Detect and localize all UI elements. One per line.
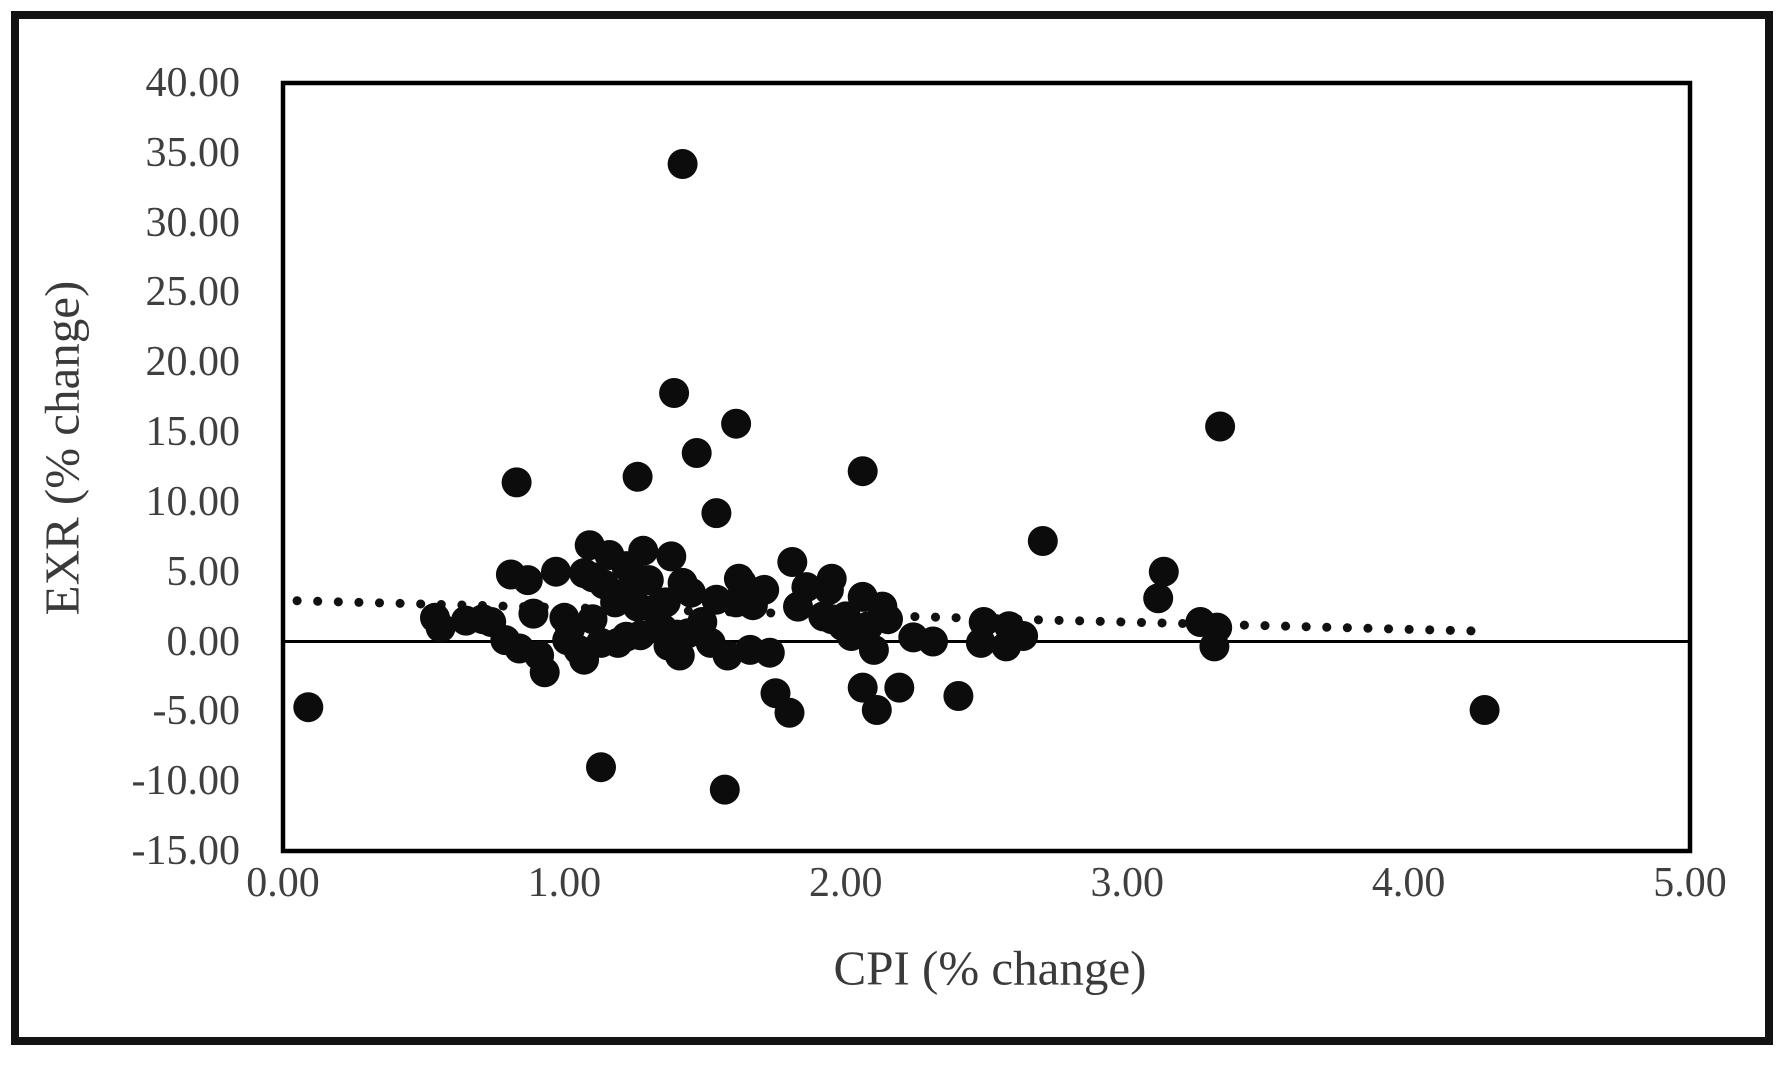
- scatter-point: [858, 634, 889, 665]
- y-tick-label: 15.00: [145, 409, 241, 456]
- y-tick-label: 30.00: [145, 199, 241, 246]
- y-tick-label: -5.00: [152, 688, 241, 735]
- scatter-point: [774, 697, 805, 728]
- y-axis-title: EXR (% change): [34, 280, 90, 616]
- scatter-point: [667, 149, 698, 179]
- scatter-point: [861, 695, 892, 725]
- scatter-point: [1205, 411, 1236, 442]
- scatter-point: [529, 657, 560, 688]
- x-tick-label: 4.00: [1371, 860, 1446, 906]
- y-tick-label: 35.00: [145, 129, 241, 176]
- scatter-point: [501, 467, 532, 498]
- scatter-point: [754, 637, 785, 668]
- y-tick-label: 25.00: [145, 269, 241, 316]
- scatter-point: [943, 681, 974, 711]
- scatter-point: [1202, 612, 1233, 643]
- scatter-point: [873, 604, 903, 635]
- x-tick-label: 5.00: [1653, 860, 1727, 906]
- trendline-dotted: [292, 596, 1487, 636]
- x-tick-label: 0.00: [246, 860, 320, 906]
- scatter-point: [1008, 621, 1039, 651]
- x-tick-label: 2.00: [809, 860, 883, 906]
- y-tick-label: -10.00: [131, 758, 241, 805]
- scatter-point: [659, 378, 690, 408]
- y-tick-label: 20.00: [145, 339, 241, 386]
- scatter-point: [709, 774, 740, 805]
- scatter-point: [847, 672, 878, 703]
- scatter-point: [512, 565, 543, 596]
- scatter-point: [701, 498, 732, 529]
- y-tick-label: 5.00: [166, 548, 241, 595]
- scatter-point: [625, 620, 656, 651]
- scatter-point: [293, 692, 324, 723]
- scatter-point: [847, 456, 878, 487]
- scatter-point: [726, 567, 757, 598]
- scatter-point: [791, 572, 822, 603]
- scatter-point: [681, 438, 712, 468]
- scatter-point: [622, 461, 653, 492]
- plot-frame: [280, 80, 1693, 854]
- scatter-point: [628, 535, 659, 566]
- scatter-point: [749, 574, 780, 605]
- scatter-point: [577, 604, 608, 635]
- x-axis-title: CPI (% change): [833, 940, 1147, 996]
- scatter-point: [518, 598, 549, 629]
- scatter-point: [541, 556, 571, 587]
- scatter-points: [293, 149, 1500, 805]
- scatter-point: [1027, 526, 1058, 556]
- scatter-point: [633, 565, 664, 596]
- scatter-point: [918, 626, 948, 657]
- scatter-point: [816, 563, 847, 594]
- scatter-point: [1148, 556, 1179, 587]
- scatter-point: [650, 587, 681, 618]
- figure-border: [11, 11, 1773, 1045]
- y-tick-label: 0.00: [166, 618, 241, 665]
- x-tick-label: 3.00: [1090, 860, 1164, 906]
- scatter-point: [425, 612, 456, 643]
- scatter-point: [777, 547, 808, 577]
- scatter-point: [968, 607, 999, 637]
- scatter-point: [721, 408, 752, 439]
- scatter-point: [656, 541, 687, 572]
- y-tick-label: 10.00: [145, 478, 241, 525]
- scatter-point: [1469, 695, 1500, 725]
- y-tick-label: -15.00: [131, 828, 241, 874]
- scatter-point: [676, 577, 706, 608]
- y-tick-label: 40.00: [145, 60, 241, 106]
- scatter-point: [586, 752, 616, 783]
- scatter-point: [884, 672, 915, 703]
- scatter-point: [712, 640, 743, 671]
- x-tick-label: 1.00: [527, 860, 602, 906]
- scatter-point: [1143, 583, 1174, 614]
